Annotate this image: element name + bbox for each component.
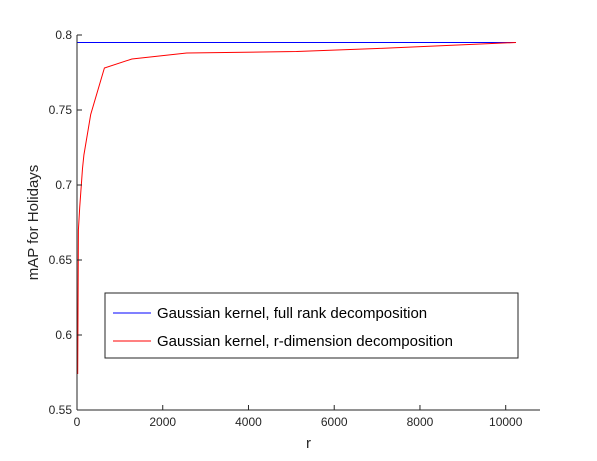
legend-label-r-dimension: Gaussian kernel, r-dimension decompositi…: [157, 333, 453, 350]
legend: Gaussian kernel, full rank decomposition…: [104, 292, 519, 359]
y-axis-label: mAP for Holidays: [25, 165, 42, 281]
axes: [76, 35, 540, 411]
y-tick-label: 0.6: [55, 328, 72, 342]
x-axis-label: r: [306, 435, 311, 452]
x-tick-label: 0: [74, 415, 81, 429]
x-tick-label: 10000: [489, 415, 523, 429]
y-ticks: 0.55 0.6 0.65 0.7 0.75 0.8: [49, 28, 82, 417]
x-tick-label: 6000: [321, 415, 348, 429]
series-line-r-dimension: [77, 42, 517, 375]
y-tick-label: 0.65: [49, 253, 73, 267]
y-tick-label: 0.7: [55, 178, 72, 192]
legend-label-full-rank: Gaussian kernel, full rank decomposition: [157, 305, 427, 322]
legend-box: [104, 292, 519, 359]
y-tick-label: 0.55: [49, 403, 73, 417]
plot-area: [77, 42, 517, 375]
x-ticks: 0 2000 4000 6000 8000 10000: [74, 405, 523, 429]
x-tick-label: 4000: [235, 415, 262, 429]
x-tick-label: 8000: [407, 415, 434, 429]
y-tick-label: 0.8: [55, 28, 72, 42]
y-tick-label: 0.75: [49, 103, 73, 117]
x-tick-label: 2000: [149, 415, 176, 429]
